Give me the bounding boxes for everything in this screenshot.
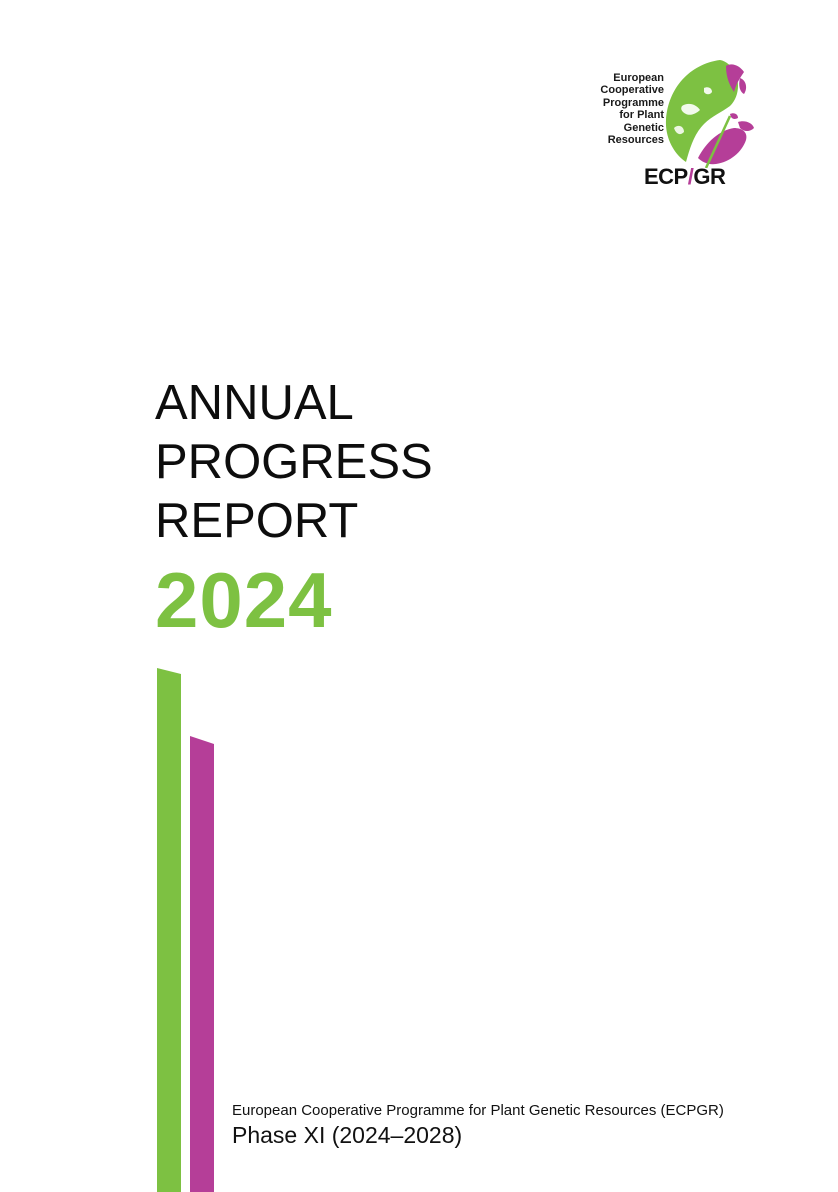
wordmark-gr: GR	[693, 164, 726, 189]
logo-line: Cooperative	[600, 84, 664, 97]
title-line: ANNUAL	[155, 376, 354, 430]
decorative-bars	[157, 668, 214, 1192]
title-line: REPORT	[155, 494, 359, 548]
organization-name: European Cooperative Programme for Plant…	[232, 1102, 724, 1119]
green-bar	[157, 668, 181, 1192]
ecpgr-logo: European Cooperative Programme for Plant…	[598, 58, 758, 198]
logo-line: Programme	[602, 96, 664, 109]
logo-org-name: European Cooperative Programme for Plant…	[544, 72, 664, 146]
wordmark-slash-icon: /	[687, 164, 694, 189]
europe-map-icon	[665, 60, 754, 168]
logo-line: Resources	[607, 134, 664, 147]
logo-line: Genetic	[623, 121, 664, 134]
report-year: 2024	[155, 556, 333, 644]
logo-line: European	[613, 72, 664, 84]
logo-wordmark: ECP/GR	[644, 164, 726, 190]
title-line: PROGRESS	[155, 435, 433, 489]
wordmark-ecp: ECP	[644, 164, 688, 189]
programme-phase: Phase XI (2024–2028)	[232, 1122, 463, 1148]
report-title: ANNUAL PROGRESS REPORT	[155, 374, 433, 551]
purple-bar	[190, 736, 214, 1192]
logo-line: for Plant	[619, 109, 664, 122]
